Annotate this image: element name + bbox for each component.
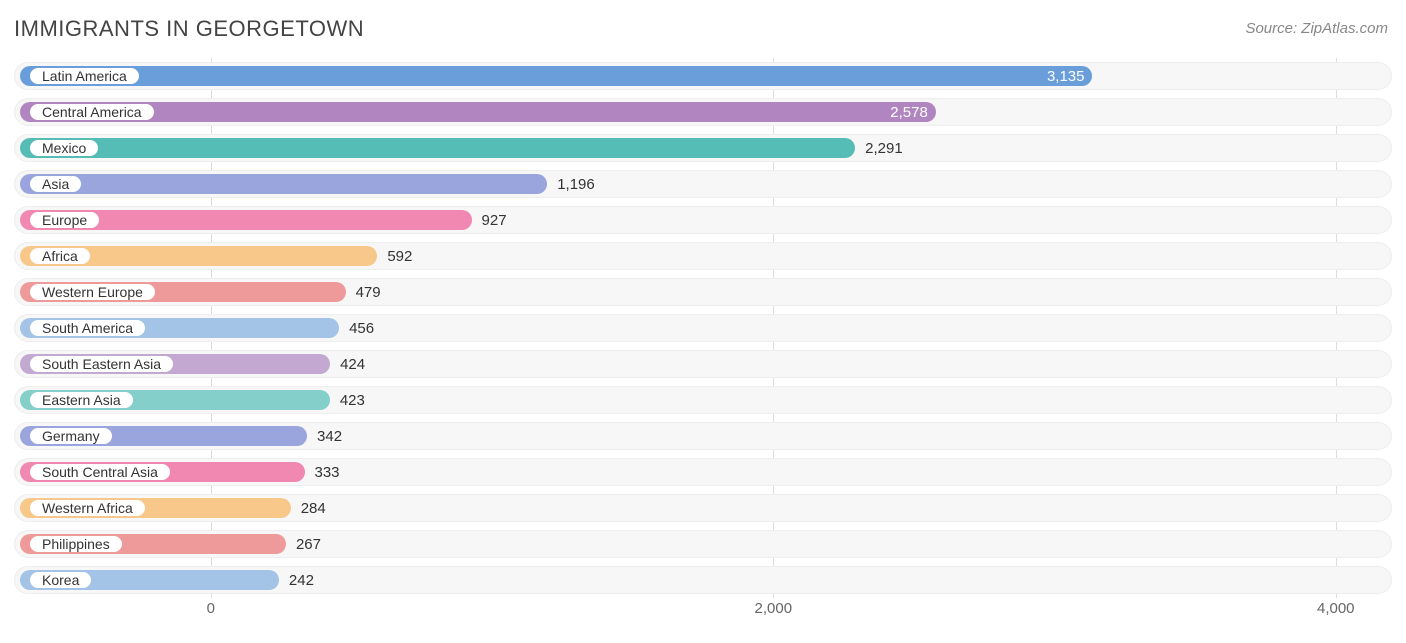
bar-value-label: 456 bbox=[349, 318, 374, 338]
bar-value-label: 242 bbox=[289, 570, 314, 590]
bar-row: South Central Asia 333 bbox=[14, 454, 1392, 490]
bar-value-label: 3,135 bbox=[1047, 66, 1085, 86]
bar-row: Philippines 267 bbox=[14, 526, 1392, 562]
bar-category-pill: South Eastern Asia bbox=[28, 354, 175, 374]
bar-value-label: 927 bbox=[482, 210, 507, 230]
bar-category-pill: Eastern Asia bbox=[28, 390, 135, 410]
bar-row: Germany 342 bbox=[14, 418, 1392, 454]
bar-category-pill: Korea bbox=[28, 570, 93, 590]
x-tick-label: 0 bbox=[207, 600, 215, 617]
x-axis: 0 2,000 4,000 bbox=[14, 598, 1392, 622]
bar-category-pill: Germany bbox=[28, 426, 114, 446]
bar-category-pill: Africa bbox=[28, 246, 92, 266]
bar-category-pill: South America bbox=[28, 318, 147, 338]
bar bbox=[20, 174, 547, 194]
bar-row: South America 456 bbox=[14, 310, 1392, 346]
bar-value-label: 267 bbox=[296, 534, 321, 554]
bar-row: Latin America 3,135 bbox=[14, 58, 1392, 94]
bar-row: Western Africa 284 bbox=[14, 490, 1392, 526]
bar-category-pill: Europe bbox=[28, 210, 101, 230]
bar-value-label: 424 bbox=[340, 354, 365, 374]
bar-row: Eastern Asia 423 bbox=[14, 382, 1392, 418]
bar-row: Western Europe 479 bbox=[14, 274, 1392, 310]
bar-category-pill: Latin America bbox=[28, 66, 141, 86]
bar-value-label: 342 bbox=[317, 426, 342, 446]
bar-value-label: 1,196 bbox=[557, 174, 595, 194]
x-tick-label: 2,000 bbox=[755, 600, 793, 617]
bar-value-label: 423 bbox=[340, 390, 365, 410]
chart-plot: Latin America 3,135 Central America 2,578 Me… bbox=[14, 58, 1392, 622]
bar-category-pill: Asia bbox=[28, 174, 83, 194]
bar-category-pill: Philippines bbox=[28, 534, 124, 554]
bar-row: Mexico 2,291 bbox=[14, 130, 1392, 166]
bar-row: South Eastern Asia 424 bbox=[14, 346, 1392, 382]
bar-row: Central America 2,578 bbox=[14, 94, 1392, 130]
bar-value-label: 2,291 bbox=[865, 138, 903, 158]
bar-row: Europe 927 bbox=[14, 202, 1392, 238]
x-tick-label: 4,000 bbox=[1317, 600, 1355, 617]
bar-row: Asia 1,196 bbox=[14, 166, 1392, 202]
bar-row: Korea 242 bbox=[14, 562, 1392, 598]
bar bbox=[20, 102, 936, 122]
bar bbox=[20, 138, 855, 158]
bar-value-label: 592 bbox=[387, 246, 412, 266]
bar-value-label: 2,578 bbox=[890, 102, 928, 122]
bar-category-pill: Mexico bbox=[28, 138, 100, 158]
bar bbox=[20, 66, 1092, 86]
bar-category-pill: Western Europe bbox=[28, 282, 157, 302]
chart-title: IMMIGRANTS IN GEORGETOWN bbox=[14, 16, 364, 42]
bar-value-label: 284 bbox=[301, 498, 326, 518]
chart-rows: Latin America 3,135 Central America 2,578 Me… bbox=[14, 58, 1392, 598]
bar-category-pill: Central America bbox=[28, 102, 156, 122]
bar-category-pill: South Central Asia bbox=[28, 462, 172, 482]
bar-row: Africa 592 bbox=[14, 238, 1392, 274]
bar-value-label: 479 bbox=[356, 282, 381, 302]
bar-category-pill: Western Africa bbox=[28, 498, 147, 518]
chart-source: Source: ZipAtlas.com bbox=[1245, 20, 1388, 37]
bar-value-label: 333 bbox=[315, 462, 340, 482]
